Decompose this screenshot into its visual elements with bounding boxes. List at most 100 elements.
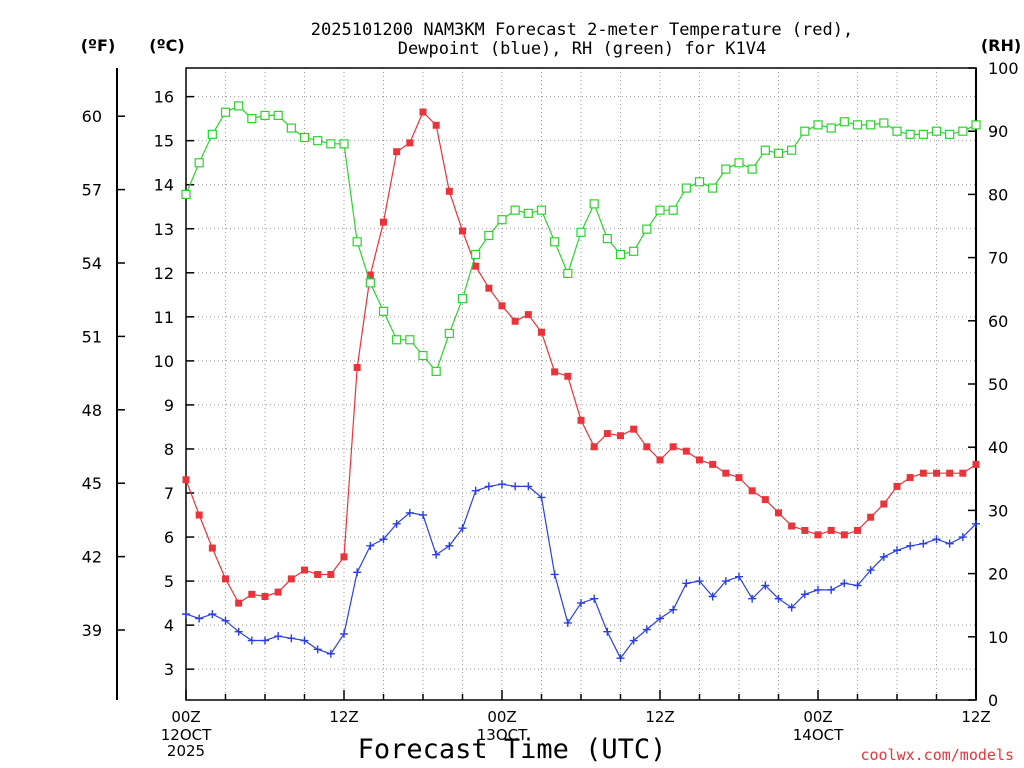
dewpoint-point (300, 636, 309, 645)
celsius-tick-label: 13 (154, 220, 174, 239)
dewpoint-point (708, 592, 717, 601)
rh-point (339, 139, 349, 149)
rh-point (721, 164, 731, 174)
temperature-point (287, 575, 295, 583)
temperature-point (195, 511, 203, 519)
x-tick-label: 12Z (961, 708, 990, 726)
rh-point (945, 129, 955, 139)
series-dewpoint (182, 480, 980, 663)
temperature-point (353, 363, 361, 371)
x-tick-label: 00Z (171, 708, 200, 726)
temperature-point (340, 553, 348, 561)
celsius-tick-label: 5 (164, 572, 174, 591)
dewpoint-point (603, 627, 612, 636)
dewpoint-point (972, 519, 980, 528)
rh-tick-label: 40 (988, 438, 1008, 457)
gridlines (186, 68, 976, 700)
dewpoint-point (695, 577, 704, 586)
temperature-point (630, 425, 638, 433)
celsius-tick-label: 6 (164, 528, 174, 547)
dewpoint-point (735, 572, 743, 581)
rh-point (247, 113, 257, 124)
rh-point (392, 335, 402, 345)
fahrenheit-tick-label: 48 (82, 401, 102, 420)
temperature-point (735, 474, 743, 482)
dewpoint-point (537, 493, 546, 502)
dewpoint-point (445, 541, 454, 550)
celsius-tick-label: 11 (154, 308, 174, 327)
dewpoint-point (787, 603, 796, 612)
credit-text: coolwx.com/models (860, 746, 1014, 764)
temperature-point (327, 570, 335, 578)
series-rh (181, 101, 981, 376)
dewpoint-point (326, 649, 335, 658)
rh-point (471, 249, 481, 260)
rh-point (313, 136, 323, 146)
rh-point (852, 120, 863, 130)
temperature-point (669, 443, 677, 451)
temperature-point (722, 469, 730, 477)
fahrenheit-tick-label: 39 (82, 621, 102, 640)
temperature-point (208, 544, 216, 552)
dewpoint-point (340, 629, 348, 638)
dewpoint-point (353, 568, 362, 577)
rh-point (457, 294, 468, 304)
rh-tick-label: 20 (988, 565, 1008, 584)
dewpoint-point (498, 480, 506, 489)
temperature-point (301, 566, 308, 574)
temperature-point (524, 311, 532, 319)
temperature-point (577, 416, 585, 424)
rh-point (405, 335, 415, 345)
celsius-tick-label: 12 (154, 264, 174, 283)
dewpoint-point (945, 539, 954, 548)
rh-point (905, 129, 915, 139)
fahrenheit-tick-label: 60 (82, 107, 102, 126)
temperature-point (880, 500, 888, 508)
series-layer (181, 101, 981, 663)
dewpoint-point (379, 535, 388, 544)
fahrenheit-tick-label: 54 (82, 254, 102, 273)
temperature-point (696, 456, 703, 464)
dewpoint-point (932, 535, 941, 544)
dewpoint-point (366, 541, 375, 550)
temperature-point (972, 460, 980, 468)
rh-tick-label: 10 (988, 628, 1008, 647)
temperature-point (406, 139, 414, 147)
rh-point (194, 158, 204, 168)
celsius-unit-label: (ºC) (149, 36, 184, 55)
rh-unit-label: (RH) (981, 36, 1021, 55)
temperature-point (432, 121, 440, 129)
rh-point (918, 129, 928, 139)
dewpoint-point (761, 581, 770, 590)
rh-point (708, 183, 718, 193)
rh-point (931, 126, 942, 136)
rh-point (576, 227, 586, 237)
temperature-point (182, 476, 190, 484)
rh-point (352, 237, 362, 247)
celsius-tick-label: 15 (154, 132, 174, 151)
x-tick-year: 2025 (167, 742, 205, 760)
rh-point (971, 120, 981, 130)
temperature-point (459, 227, 466, 235)
dewpoint-point (748, 594, 757, 603)
celsius-tick-label: 10 (154, 352, 174, 371)
rh-point (589, 199, 599, 209)
rh-point (523, 208, 533, 218)
celsius-tick-label: 9 (164, 396, 174, 415)
temperature-point (946, 469, 954, 477)
rh-point (260, 110, 270, 121)
rh-point (681, 183, 691, 193)
rh-point (879, 118, 889, 128)
rh-point (642, 224, 652, 234)
dewpoint-point (879, 552, 888, 561)
fahrenheit-tick-label: 42 (82, 548, 102, 567)
dewpoint-point (827, 585, 836, 594)
temperature-point (748, 487, 756, 495)
temperature-point (248, 590, 256, 598)
rh-point (655, 205, 665, 215)
rh-point (668, 205, 678, 215)
temperature-point (656, 456, 664, 464)
temperature-point (551, 368, 559, 376)
